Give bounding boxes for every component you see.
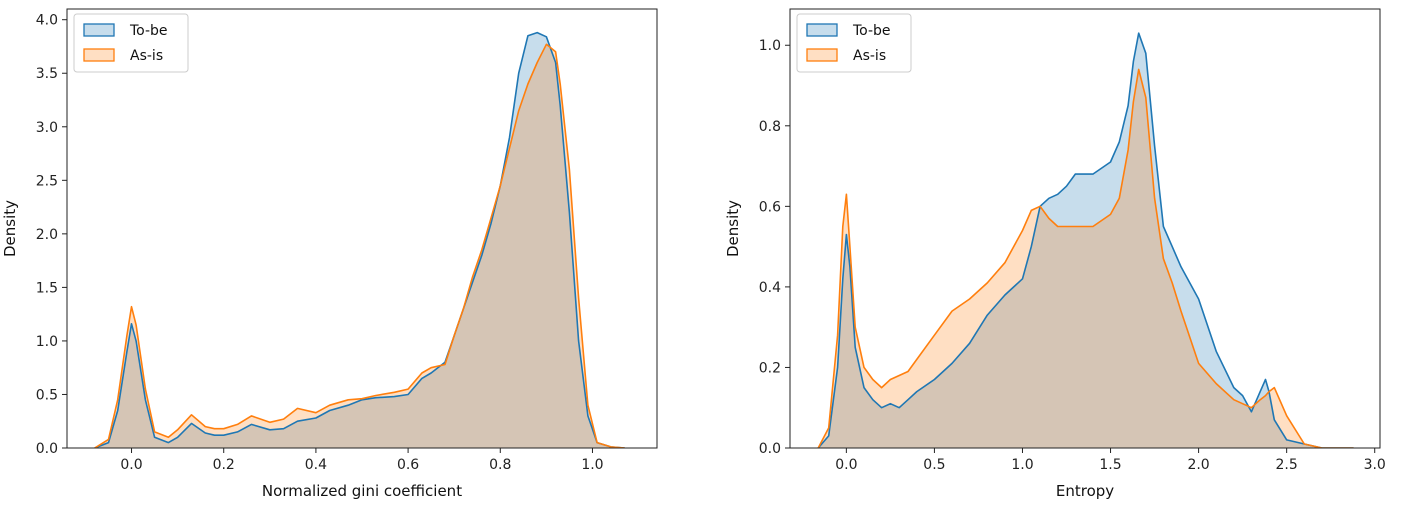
y-tick-label: 0.0 — [36, 441, 58, 457]
x-tick-label: 0.0 — [120, 457, 142, 473]
legend-swatch-2 — [806, 48, 838, 62]
chart-panel-1: 0.0 0.2 0.4 0.6 0.8 1.0 0.0 0.5 1.0 1.5 2.0 2.5 3.0 3… — [1, 8, 658, 500]
legend-box — [796, 13, 912, 73]
x-tick-label: 1.5 — [1099, 457, 1121, 473]
x-axis-label: Normalized gini coefficient — [262, 482, 462, 500]
chart-panel-2: 0.0 0.5 1.0 1.5 2.0 2.5 3.0 0.0 0.2 0.4 0.6 0.8 1.0 E… — [724, 8, 1386, 500]
y-tick-label: 0.8 — [759, 119, 781, 135]
axes-frame — [66, 8, 658, 449]
y-tick-label: 2.5 — [36, 173, 58, 189]
legend-label-1: To-be — [852, 23, 891, 39]
legend-swatch-2 — [83, 48, 115, 62]
legend-label-2: As-is — [130, 48, 163, 64]
legend: To-be As-is — [73, 13, 189, 73]
y-tick-label: 0.5 — [36, 387, 58, 403]
y-tick-label: 1.0 — [759, 38, 781, 54]
series-2-area — [818, 69, 1354, 448]
series-1-line — [817, 32, 1354, 448]
x-axis-label: Entropy — [1056, 482, 1114, 500]
x-tick-label: 1.0 — [1011, 457, 1033, 473]
x-tick-label: 1.0 — [581, 457, 603, 473]
axes-frame — [789, 8, 1381, 449]
legend-label-2: As-is — [853, 48, 886, 64]
y-tick-label: 0.2 — [759, 360, 781, 376]
legend: To-be As-is — [796, 13, 912, 73]
x-tick-label: 2.5 — [1276, 457, 1298, 473]
legend-box — [73, 13, 189, 73]
y-tick-label: 0.4 — [759, 280, 781, 296]
y-tick-label: 4.0 — [36, 13, 58, 29]
x-tick-label: 0.4 — [305, 457, 327, 473]
x-tick-label: 0.0 — [835, 457, 857, 473]
series-2-line — [94, 43, 625, 448]
y-tick-label: 3.5 — [36, 66, 58, 82]
legend-swatch-1 — [83, 23, 115, 37]
y-axis-label: Density — [1, 200, 19, 257]
x-tick-label: 0.6 — [397, 457, 419, 473]
series-1-area — [818, 33, 1354, 448]
y-tick-label: 3.0 — [36, 120, 58, 136]
legend-swatch-1 — [806, 23, 838, 37]
x-tick-label: 0.8 — [489, 457, 511, 473]
x-tick-label: 3.0 — [1364, 457, 1386, 473]
series-2-line — [817, 68, 1354, 448]
x-tick-label: 2.0 — [1187, 457, 1209, 473]
y-tick-label: 0.6 — [759, 199, 781, 215]
legend-label-1: To-be — [129, 23, 168, 39]
y-tick-label: 2.0 — [36, 227, 58, 243]
series-1-line — [94, 31, 625, 448]
x-tick-label: 0.2 — [213, 457, 235, 473]
series-2-area — [94, 44, 625, 448]
series-1-area — [94, 32, 625, 448]
x-tick-label: 0.5 — [923, 457, 945, 473]
y-tick-label: 1.0 — [36, 334, 58, 350]
y-tick-label: 1.5 — [36, 280, 58, 296]
y-axis-label: Density — [724, 200, 742, 257]
y-tick-label: 0.0 — [759, 441, 781, 457]
plot-area — [94, 31, 625, 448]
plot-area — [817, 32, 1354, 448]
